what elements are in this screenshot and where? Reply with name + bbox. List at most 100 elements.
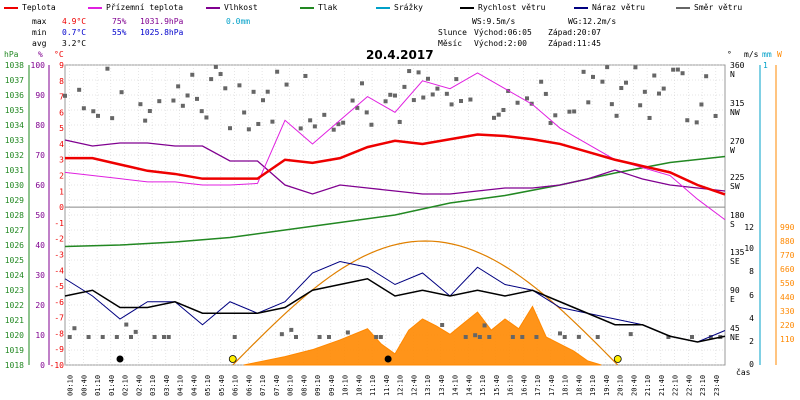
wind-direction-point <box>534 335 539 339</box>
hpa-tick-label: 1037 <box>5 76 24 85</box>
x-tick-label: 07:40 <box>273 375 281 396</box>
wind-direction-point <box>157 99 162 104</box>
wind-direction-point <box>298 126 303 131</box>
wind-direction-point <box>355 105 360 110</box>
moon-label: Měsíc <box>438 39 463 48</box>
hpa-tick-label: 1027 <box>5 226 24 235</box>
wind-direction-point <box>195 96 199 101</box>
wind-direction-point <box>152 335 157 339</box>
wind-direction-point <box>72 326 77 331</box>
x-axis-title: čas <box>736 368 751 377</box>
w-tick-label: 660 <box>780 265 795 274</box>
wind-direction-point <box>576 334 581 339</box>
ms-tick-label: 2 <box>749 337 754 346</box>
wind-direction-point <box>322 112 327 117</box>
wind-direction-point <box>138 102 143 107</box>
direction-tick-label: W <box>730 146 735 155</box>
avg-label: avg <box>32 39 47 48</box>
x-tick-label: 19:40 <box>603 375 611 396</box>
hpa-tick-label: 1032 <box>5 151 24 160</box>
c-tick-label: -7 <box>54 314 64 323</box>
wind-direction-point <box>331 127 336 132</box>
wind-direction-point <box>364 110 369 115</box>
x-tick-label: 22:40 <box>685 375 693 396</box>
x-tick-label: 02:10 <box>122 375 130 396</box>
moon-set: Západ:11:45 <box>548 39 601 48</box>
pct-tick-label: 30 <box>35 271 45 280</box>
pct-tick-label: 10 <box>35 331 45 340</box>
max-press: 1031.9hPa <box>140 17 184 26</box>
hpa-tick-label: 1021 <box>5 316 24 325</box>
wind-direction-point <box>496 112 501 117</box>
legend-swatch <box>574 7 588 9</box>
pct-tick-label: 50 <box>35 211 45 220</box>
mm-tick-label: 1 <box>763 61 768 70</box>
wind-direction-point <box>562 335 567 339</box>
wind-direction-point <box>147 109 152 114</box>
c-tick-label: 0 <box>59 203 64 212</box>
x-tick-label: 12:40 <box>410 375 418 396</box>
wind-direction-point <box>129 335 133 339</box>
x-tick-label: 10:40 <box>355 375 363 396</box>
pct-unit-label: % <box>38 50 43 59</box>
wind-direction-point <box>345 330 350 335</box>
pressure-line <box>64 155 726 248</box>
wind-direction-point <box>468 97 473 102</box>
min-temp: 0.7°C <box>62 28 87 37</box>
c-tick-label: 8 <box>59 77 64 86</box>
wind-direction-point <box>680 71 685 76</box>
x-tick-label: 03:40 <box>163 375 171 396</box>
wind-direction-point <box>558 331 562 336</box>
wind-direction-point <box>482 323 487 328</box>
wind-direction-point <box>614 113 619 118</box>
deg-unit-label: ° <box>727 50 732 59</box>
x-tick-label: 11:40 <box>383 375 391 396</box>
hpa-tick-label: 1029 <box>5 196 24 205</box>
wind-direction-point <box>699 102 704 107</box>
x-tick-label: 15:40 <box>493 375 501 396</box>
hpa-tick-label: 1022 <box>5 301 24 310</box>
wind-direction-point <box>303 73 308 78</box>
x-tick-label: 07:10 <box>259 375 267 396</box>
hpa-tick-label: 1036 <box>5 91 24 100</box>
pct-tick-label: 40 <box>35 241 45 250</box>
direction-tick-label: NW <box>730 108 740 117</box>
wind-direction-point <box>265 89 270 94</box>
max-rain: 0.0mm <box>226 17 251 26</box>
humidity-line <box>64 139 726 195</box>
wind-direction-point <box>459 99 463 104</box>
min-press: 1025.8hPa <box>140 28 184 37</box>
wind-direction-point <box>675 67 680 72</box>
wind-direction-point <box>694 120 699 125</box>
sun-rise: Východ:06:05 <box>474 28 532 37</box>
hpa-tick-label: 1033 <box>5 136 24 145</box>
wind-direction-point <box>350 98 355 103</box>
hpa-tick-label: 1026 <box>5 241 24 250</box>
ms-unit-label: m/s <box>744 50 759 59</box>
direction-tick-label: 180 <box>730 211 745 220</box>
hpa-tick-label: 1035 <box>5 106 24 115</box>
wind-direction-point <box>411 98 416 103</box>
w-unit-label: W <box>777 50 782 59</box>
ms-tick-label: 6 <box>749 291 754 300</box>
wind-direction-point <box>110 116 115 121</box>
x-tick-label: 00:10 <box>67 375 75 396</box>
x-tick-label: 13:40 <box>438 375 446 396</box>
wind-direction-point <box>553 113 558 118</box>
wind-direction-point <box>294 335 298 339</box>
wind-direction-point <box>242 110 247 115</box>
wind-direction-point <box>143 118 148 123</box>
legend-swatch <box>300 7 314 9</box>
x-tick-label: 17:10 <box>534 375 542 396</box>
x-tick-label: 17:40 <box>548 375 556 396</box>
x-tick-label: 12:10 <box>397 375 405 396</box>
direction-tick-label: 270 <box>730 137 745 146</box>
moonrise-marker <box>116 355 124 363</box>
wind-direction-point <box>666 335 671 339</box>
avg-temp: 3.2°C <box>62 39 87 48</box>
wind-direction-point <box>647 115 652 120</box>
wind-direction-point <box>520 335 525 339</box>
min-label: min <box>32 28 47 37</box>
wind-direction-point <box>251 89 256 94</box>
